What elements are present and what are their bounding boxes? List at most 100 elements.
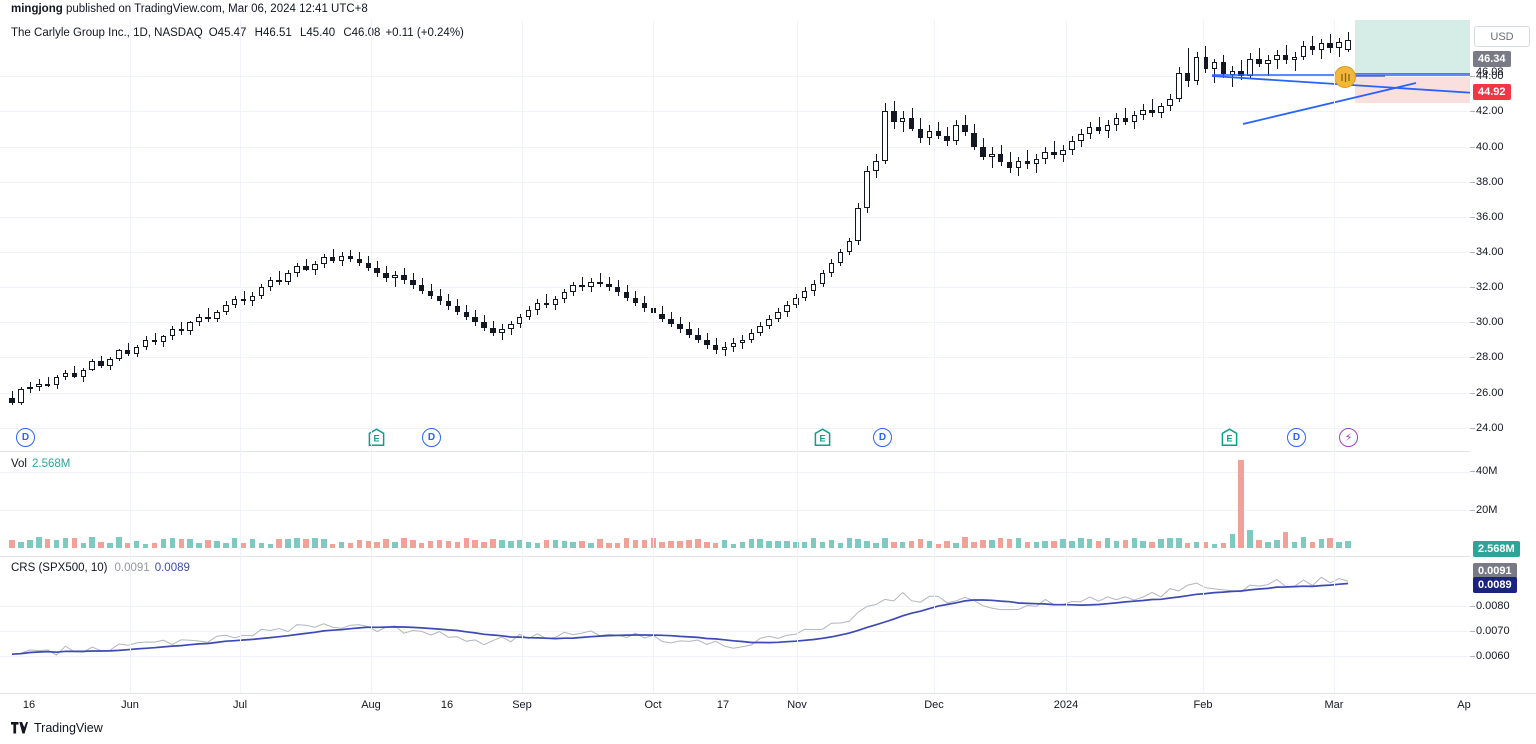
attribution-author: mingjong — [11, 3, 63, 15]
entry-price-line — [1340, 75, 1385, 77]
candle-body — [205, 317, 211, 319]
candle-wick — [1188, 48, 1189, 87]
news-event-icon[interactable]: ⚡ — [1339, 428, 1358, 447]
volume-bar — [401, 538, 407, 548]
pane-separator-1 — [0, 451, 1470, 452]
dividend-event-icon[interactable]: D — [16, 428, 35, 447]
volume-bar — [1042, 540, 1048, 548]
axis-tickmark — [1470, 605, 1475, 607]
volume-bar — [1015, 537, 1022, 548]
volume-bar — [641, 539, 648, 548]
earnings-event-icon[interactable]: E — [368, 428, 385, 447]
axis-tickmark — [1470, 471, 1475, 473]
volume-bar — [1265, 541, 1271, 548]
candle-body — [828, 262, 835, 273]
candle-wick — [1259, 48, 1260, 68]
time-tick-label: Oct — [644, 699, 662, 711]
symbol-title[interactable]: The Carlyle Group Inc., 1D, NASDAQ — [11, 27, 203, 39]
volume-bar — [677, 541, 683, 548]
volume-bar — [1158, 539, 1164, 548]
price-gridline — [0, 427, 1470, 429]
price-scale[interactable]: 44.00 42.00 40.00 38.00 36.00 34.00 32.00 30.00… — [1470, 0, 1536, 694]
candle-body — [1184, 72, 1191, 82]
volume-bar — [882, 538, 888, 548]
price-pane[interactable] — [0, 20, 1482, 440]
volume-pane[interactable]: Vol 2.568M — [0, 452, 1470, 556]
dividend-event-icon[interactable]: D — [873, 428, 892, 447]
candle-body — [98, 360, 104, 367]
volume-bar — [223, 542, 229, 548]
candle-body — [276, 280, 282, 283]
volume-bar — [27, 540, 33, 548]
time-tick-label: Aug — [361, 699, 381, 711]
volume-bar — [534, 543, 541, 548]
tradingview-logo[interactable]: TradingView — [11, 721, 103, 735]
candle-body — [632, 297, 639, 303]
candle-wick — [1268, 55, 1269, 77]
candle-body — [9, 397, 15, 404]
axis-tickmark — [1470, 111, 1475, 113]
candle-body — [730, 343, 737, 347]
volume-bar — [855, 539, 861, 548]
take-profit-zone — [1355, 20, 1470, 73]
dividend-event-icon[interactable]: D — [1287, 428, 1306, 447]
axis-tickmark — [1470, 357, 1475, 359]
candle-body — [1140, 109, 1146, 115]
volume-bar — [908, 540, 915, 548]
price-change: +0.11 (+0.24%) — [385, 27, 464, 39]
crs-smooth-badge[interactable]: 0.0089 — [1473, 577, 1517, 593]
currency-button[interactable]: USD — [1474, 26, 1530, 47]
axis-tickmark — [1470, 287, 1475, 289]
time-scale[interactable]: 16 Jun Jul Aug 16 Sep Oct 17 Nov Dec 2024 Feb Mar Ap — [0, 694, 1471, 718]
volume-legend[interactable]: Vol 2.568M — [11, 458, 70, 470]
volume-bar — [125, 543, 131, 548]
candle-body — [1078, 134, 1084, 142]
candle-body — [579, 285, 585, 288]
volume-bar — [374, 541, 380, 548]
candle-body — [1327, 42, 1333, 49]
time-axis-divider — [0, 693, 1536, 694]
candle-body — [196, 317, 202, 323]
time-gridline — [934, 20, 935, 694]
tradingview-wordmark: TradingView — [34, 721, 103, 735]
candle-body — [472, 317, 478, 323]
earnings-event-icon[interactable]: E — [1221, 428, 1238, 447]
candle-body — [151, 339, 158, 342]
volume-bar — [133, 541, 140, 548]
volume-bar — [285, 539, 291, 548]
candle-body — [169, 329, 176, 337]
crs-legend[interactable]: CRS (SPX500, 10) 0.0091 0.0089 — [11, 562, 190, 574]
candle-wick — [546, 294, 547, 309]
crs-pane[interactable]: CRS (SPX500, 10) 0.0091 0.0089 — [0, 558, 1470, 692]
candle-body — [801, 290, 808, 298]
volume-bar — [695, 539, 701, 548]
candle-body — [1274, 55, 1280, 61]
volume-bar — [151, 543, 158, 548]
candle-body — [427, 290, 434, 296]
candle-body — [410, 280, 416, 286]
volume-legend-value: 2.568M — [32, 458, 71, 470]
candle-wick — [48, 376, 49, 388]
events-row: D E D E D E D ⚡ — [0, 424, 1470, 452]
volume-tick-label: 40M — [1476, 465, 1498, 478]
price-tick-label: 44.00 — [1476, 70, 1504, 83]
dividend-event-icon[interactable]: D — [422, 428, 441, 447]
volume-bar — [294, 538, 300, 548]
chart-legend[interactable]: The Carlyle Group Inc., 1D, NASDAQ O45.4… — [11, 27, 464, 39]
candle-body — [463, 311, 469, 317]
stop-price-badge[interactable]: 44.92 — [1473, 84, 1511, 100]
crs-raw-badge[interactable]: 0.0091 — [1473, 563, 1517, 579]
earnings-event-icon[interactable]: E — [814, 428, 831, 447]
volume-value-badge[interactable]: 2.568M — [1473, 541, 1520, 557]
candle-body — [1149, 109, 1155, 114]
volume-bar — [1247, 529, 1253, 548]
axis-tickmark — [1470, 216, 1475, 218]
target-price-badge[interactable]: 46.34 — [1473, 51, 1511, 67]
candle-body — [187, 322, 193, 332]
volume-bar — [1256, 540, 1262, 548]
volume-bar — [757, 538, 763, 548]
volume-bar — [793, 542, 799, 548]
volume-bar — [953, 543, 959, 548]
lower-trendline — [1242, 82, 1417, 125]
volume-bar — [1202, 541, 1209, 548]
